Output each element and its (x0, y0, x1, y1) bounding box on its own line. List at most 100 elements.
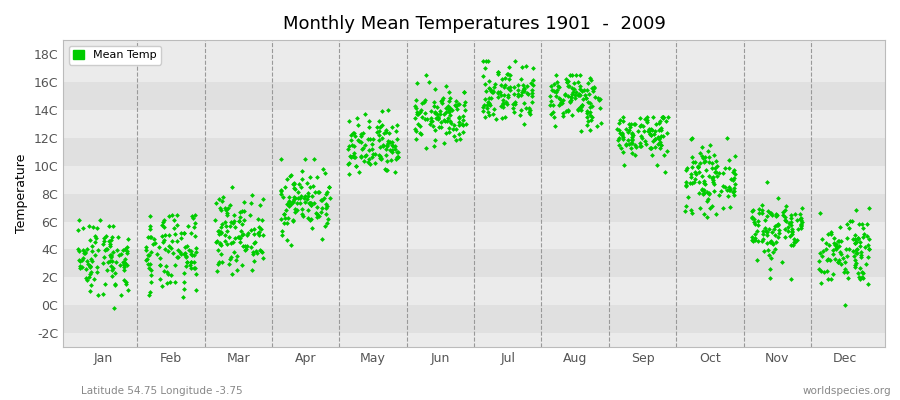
Point (297, 195, 311, 201)
Point (779, 218, 794, 224)
Point (428, 137, 442, 143)
Point (555, 100, 570, 106)
Point (79, 266, 94, 272)
Point (186, 258, 201, 265)
Point (848, 236, 862, 243)
Point (319, 201, 333, 207)
Point (295, 213, 310, 220)
Point (104, 262, 118, 269)
Point (750, 228, 764, 234)
Point (793, 216, 807, 222)
Point (233, 209, 248, 216)
Point (756, 228, 770, 234)
Point (284, 242, 298, 248)
Point (247, 230, 261, 237)
Point (431, 116, 446, 122)
Point (236, 243, 250, 250)
Point (219, 206, 233, 213)
Point (280, 176, 294, 182)
Point (745, 238, 760, 244)
Point (503, 84, 517, 90)
Point (71, 246, 86, 252)
Point (104, 252, 118, 258)
Point (82, 223, 96, 229)
Point (692, 205, 706, 211)
Point (104, 267, 119, 274)
Point (626, 120, 641, 127)
Point (310, 174, 325, 180)
Point (724, 176, 738, 182)
Point (491, 90, 505, 96)
Point (246, 249, 260, 256)
Point (860, 221, 875, 228)
Point (298, 156, 312, 162)
Point (374, 155, 388, 162)
Point (840, 235, 854, 241)
Point (813, 210, 827, 217)
Point (286, 194, 301, 200)
Point (684, 171, 698, 178)
Point (274, 187, 288, 193)
Point (437, 118, 452, 124)
Point (114, 292, 129, 298)
Point (164, 244, 178, 251)
Point (825, 246, 840, 253)
Point (442, 98, 456, 104)
Point (526, 99, 540, 105)
Point (616, 162, 631, 169)
Point (615, 132, 629, 138)
Point (679, 167, 693, 174)
Point (794, 221, 808, 227)
Point (744, 237, 759, 243)
Point (171, 254, 185, 260)
Point (140, 256, 155, 262)
Point (100, 246, 114, 253)
Point (284, 173, 298, 179)
Point (414, 131, 428, 138)
Point (697, 210, 711, 217)
Point (699, 166, 714, 173)
Point (769, 211, 783, 217)
Point (184, 259, 198, 265)
Point (487, 106, 501, 112)
Point (238, 243, 252, 250)
Point (361, 136, 375, 142)
Point (96, 260, 111, 266)
Point (307, 156, 321, 162)
Point (274, 188, 288, 194)
Point (104, 237, 118, 244)
Point (752, 206, 766, 212)
Point (428, 115, 443, 122)
Point (657, 152, 671, 158)
Point (760, 213, 774, 219)
Point (827, 242, 842, 248)
Point (636, 128, 651, 134)
Point (702, 191, 716, 197)
Point (159, 262, 174, 269)
Point (80, 258, 94, 264)
Point (220, 210, 235, 217)
Point (644, 144, 658, 151)
Point (85, 248, 99, 254)
Point (565, 112, 580, 118)
Point (142, 261, 157, 268)
Point (624, 144, 638, 151)
Point (117, 262, 131, 269)
Point (708, 169, 723, 176)
Point (518, 87, 532, 94)
Point (147, 236, 161, 242)
Point (341, 160, 356, 166)
Point (826, 250, 841, 257)
Point (588, 94, 602, 101)
Point (847, 240, 861, 246)
Point (98, 246, 112, 253)
Point (178, 250, 193, 256)
Point (409, 135, 423, 142)
Point (500, 100, 514, 107)
Point (320, 216, 335, 222)
Point (278, 184, 293, 190)
Point (155, 233, 169, 239)
Point (645, 126, 660, 133)
Point (187, 211, 202, 218)
Point (84, 256, 98, 262)
